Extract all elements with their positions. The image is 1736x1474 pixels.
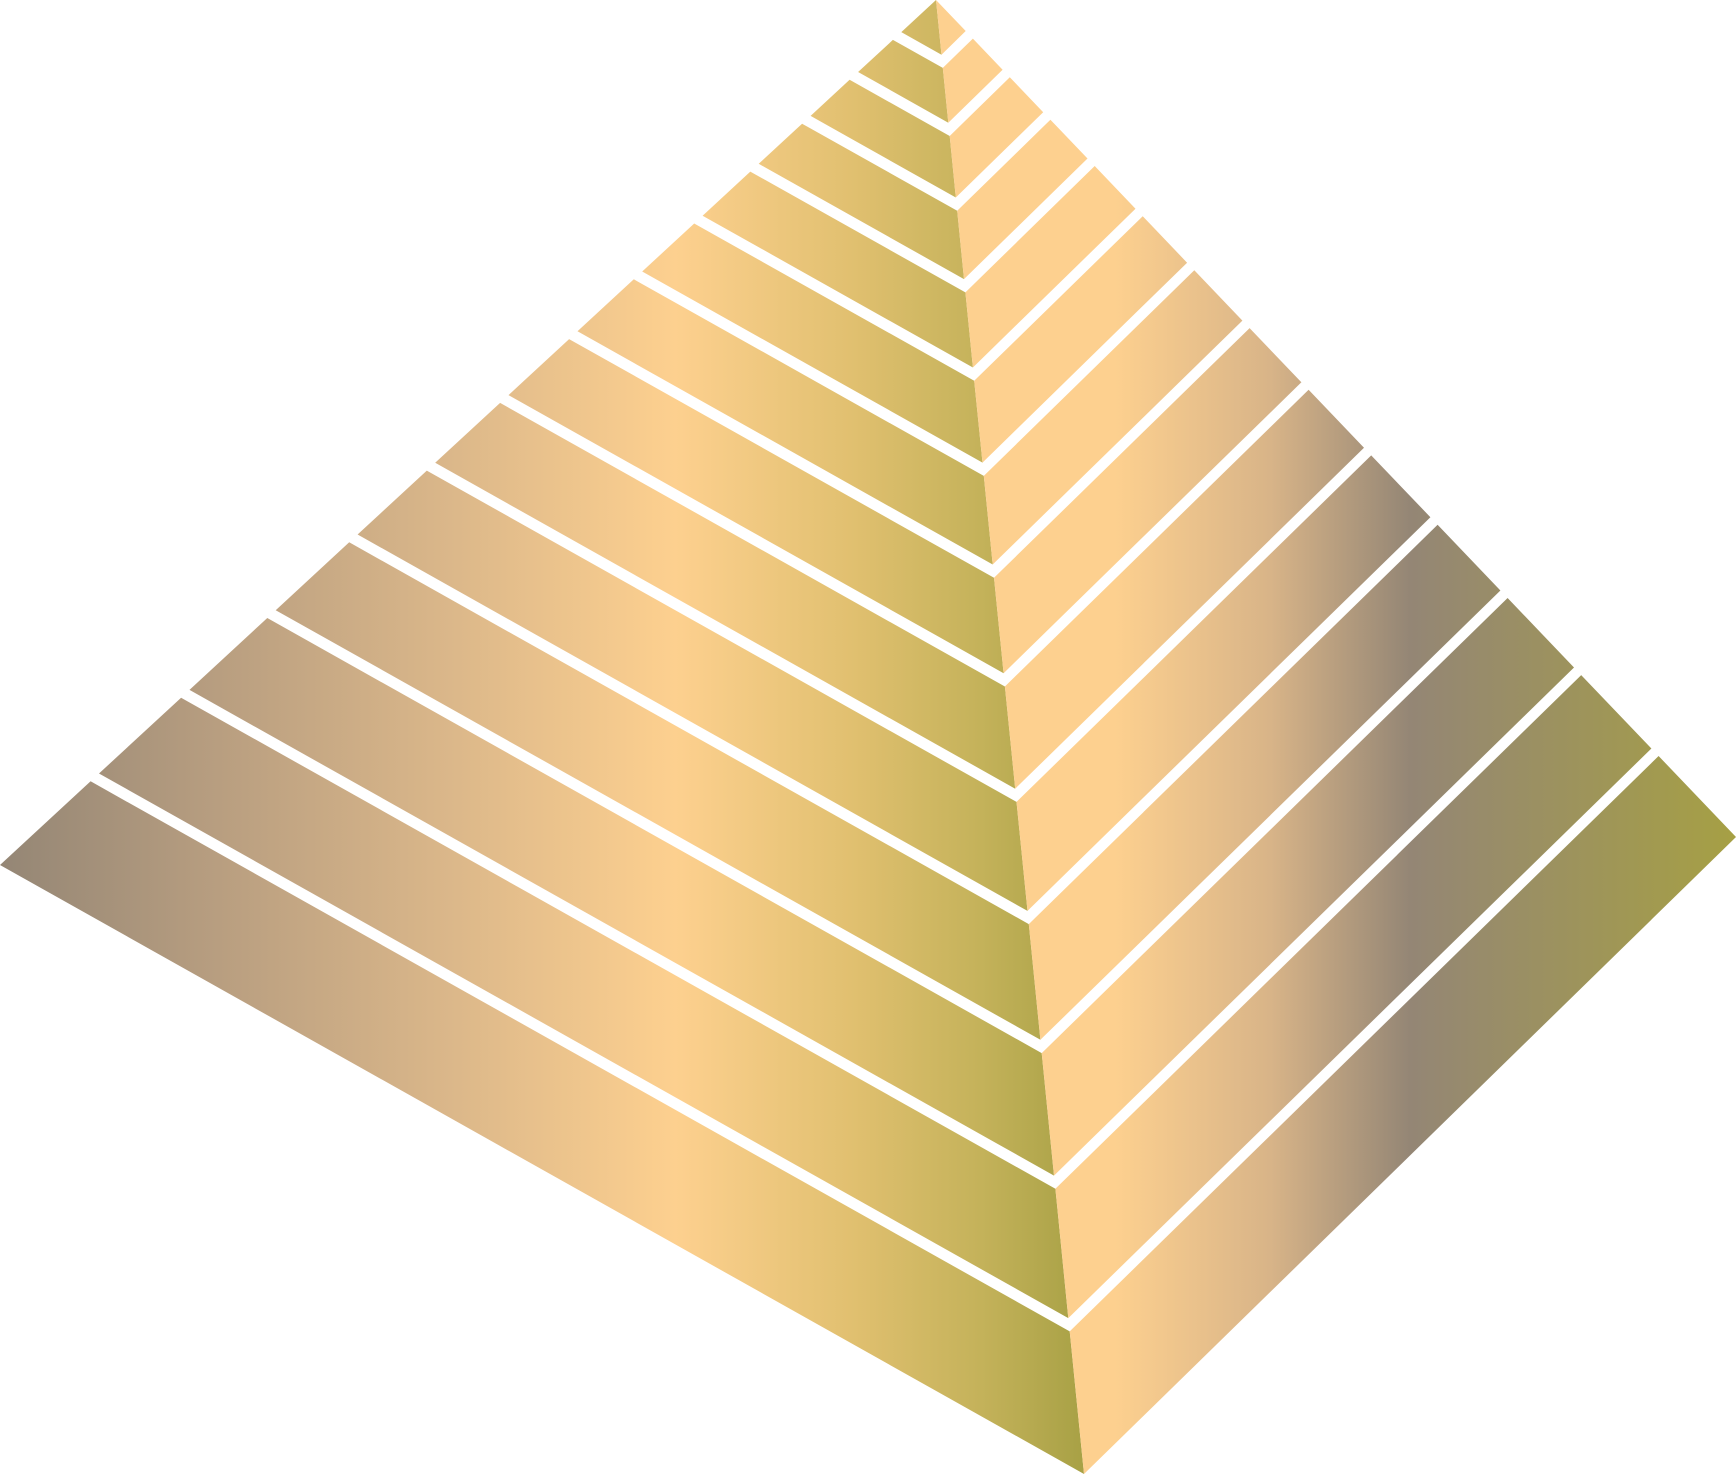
- pyramid-layer-7-right-face: [983, 270, 1243, 565]
- pyramid-layer-10-right-face: [1016, 455, 1431, 911]
- pyramid-layer-2-left-face: [858, 39, 949, 123]
- pyramid-layer-10-left-face: [357, 470, 1028, 911]
- pyramid-layer-11-left-face: [275, 542, 1041, 1040]
- pyramid-layer-5-left-face: [702, 171, 973, 368]
- pyramid-layer-6-left-face: [642, 223, 983, 463]
- pyramid-layer-3-right-face: [949, 77, 1044, 198]
- pyramid-layer-12-left-face: [189, 618, 1054, 1176]
- pyramid-layer-13-left-face: [99, 697, 1069, 1319]
- pyramid-layer-6-right-face: [974, 216, 1188, 463]
- pyramid-layer-7-left-face: [577, 279, 993, 565]
- pyramid-layer-3-left-face: [810, 79, 956, 198]
- pyramid-layer-4-right-face: [957, 119, 1088, 280]
- pyramid-layer-9-right-face: [1004, 389, 1364, 789]
- pyramid-layer-11-right-face: [1028, 524, 1501, 1040]
- pyramid-layer-9-left-face: [435, 402, 1016, 789]
- pyramid-layer-14-left-face: [0, 781, 1084, 1474]
- pyramid-layer-13-right-face: [1055, 675, 1652, 1319]
- pyramid-layer-8-left-face: [508, 339, 1004, 674]
- pyramid-layer-2-right-face: [942, 38, 1003, 123]
- pyramid-layer-1-right-face: [936, 0, 966, 55]
- pyramid-layer-4-left-face: [758, 123, 964, 280]
- pyramid-layer-1-left-face: [901, 0, 942, 55]
- pyramid-layer-8-right-face: [994, 328, 1302, 674]
- pyramid-layer-14-right-face: [1069, 756, 1736, 1474]
- pyramid-layer-5-right-face: [965, 166, 1136, 368]
- pyramid-layer-12-right-face: [1041, 598, 1574, 1176]
